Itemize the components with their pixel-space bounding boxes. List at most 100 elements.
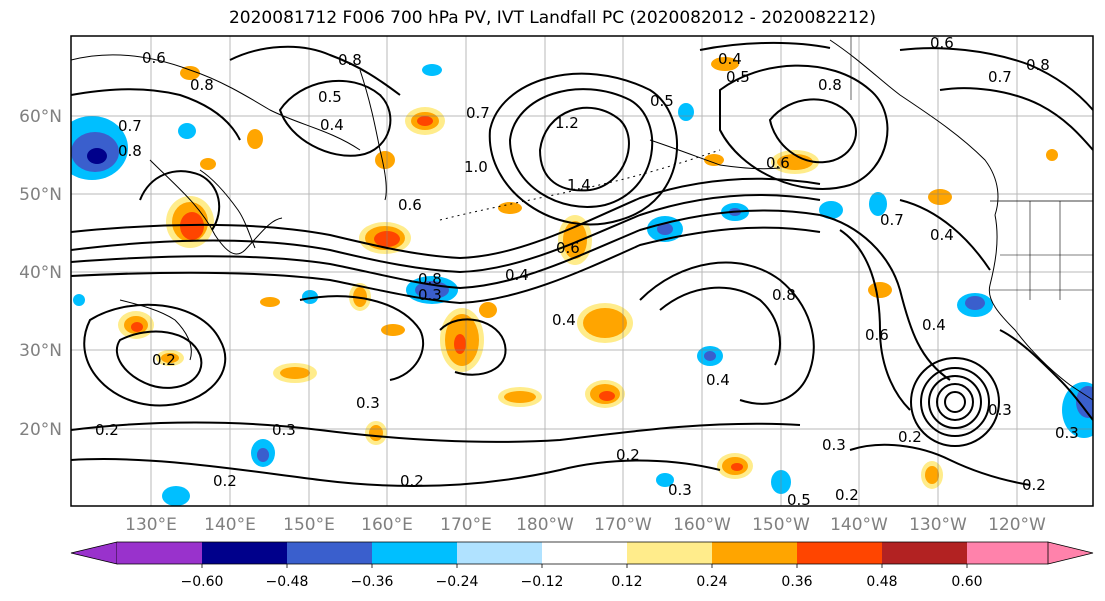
contour-label: 0.3: [356, 394, 380, 412]
contour-label: 0.6: [865, 326, 889, 344]
contour-label: 0.2: [616, 446, 640, 464]
shading-layer: [71, 57, 1093, 506]
lon-label: 140°W: [830, 515, 888, 535]
colorbar-tick-label: 0.12: [611, 574, 642, 590]
negative-anomaly-blob: [647, 216, 683, 242]
negative-anomaly-blob: [697, 346, 723, 366]
lon-label: 120°W: [988, 515, 1046, 535]
contour-label: 0.8: [1026, 56, 1050, 74]
contour-label: 0.4: [718, 50, 742, 68]
contour-label: 0.4: [930, 226, 954, 244]
lat-label: 40°N: [19, 263, 62, 283]
contour-label: 0.4: [706, 371, 730, 389]
contour-label: 0.8: [418, 270, 442, 288]
negative-anomaly-blob: [251, 439, 275, 467]
contour-label: 0.8: [818, 76, 842, 94]
colorbar-segment: [882, 542, 967, 564]
lat-label: 60°N: [19, 107, 62, 127]
contour-label: 1.0: [464, 158, 488, 176]
contour-label: 0.2: [95, 421, 119, 439]
map-title: 2020081712 F006 700 hPa PV, IVT Landfall…: [228, 8, 876, 28]
contour-label: 0.5: [650, 92, 674, 110]
lat-label: 30°N: [19, 341, 62, 361]
contour-label: 0.2: [213, 472, 237, 490]
negative-anomaly-blob: [1062, 382, 1093, 438]
colorbar-tick-label: −0.36: [351, 574, 394, 590]
coastlines: [71, 36, 1093, 401]
colorbar-segment: [202, 542, 287, 564]
contour-label: 0.5: [726, 68, 750, 86]
positive-anomaly-blob: [440, 308, 484, 372]
map-plot-area: 0.6 0.8 0.8 0.7 0.8 0.5 0.4 0.7 1.2 1.0 …: [71, 34, 1093, 509]
contour-label: 0.2: [1022, 476, 1046, 494]
lon-label: 150°E: [283, 515, 335, 535]
lon-label: 130°W: [909, 515, 967, 535]
contour-labels: 0.6 0.8 0.8 0.7 0.8 0.5 0.4 0.7 1.2 1.0 …: [95, 34, 1079, 509]
negative-anomaly-blob: [71, 116, 128, 180]
contour-label: 0.2: [152, 351, 176, 369]
colorbar-tick-label: −0.24: [436, 574, 479, 590]
colorbar-segment: [542, 542, 627, 564]
positive-anomaly-blob: [585, 380, 625, 408]
positive-anomaly-blob: [359, 222, 411, 254]
longitude-labels: 130°E 140°E 150°E 160°E 170°E 180°W 170°…: [125, 515, 1046, 535]
contour-label: 1.2: [555, 114, 579, 132]
colorbar-extend-right: [1047, 541, 1094, 565]
contour-label: 0.7: [466, 104, 490, 122]
contour-label: 0.8: [118, 142, 142, 160]
contour-label: 0.4: [552, 311, 576, 329]
contour-label: 0.5: [318, 88, 342, 106]
contour-label: 0.3: [418, 286, 442, 304]
pv-contours: [71, 41, 1093, 487]
colorbar-extend-left: [70, 541, 118, 565]
lon-label: 180°W: [516, 515, 574, 535]
contour-label: 0.3: [272, 421, 296, 439]
map-frame: [70, 35, 1094, 507]
lon-label: 140°E: [204, 515, 256, 535]
contour-label: 0.7: [880, 211, 904, 229]
positive-anomaly-blob: [166, 196, 214, 248]
contour-label: 0.3: [988, 401, 1012, 419]
lat-label: 50°N: [19, 185, 62, 205]
contour-label: 0.2: [835, 486, 859, 504]
colorbar-tick-label: −0.60: [181, 574, 224, 590]
colorbar-segment: [457, 542, 542, 564]
colorbar-segment: [372, 542, 457, 564]
colorbar-segment: [967, 542, 1048, 564]
colorbar-tick-label: 0.24: [696, 574, 727, 590]
contour-label: 0.7: [988, 68, 1012, 86]
latitude-labels: 60°N 50°N 40°N 30°N 20°N: [19, 107, 62, 440]
colorbar-segment: [627, 542, 712, 564]
positive-anomaly-blob: [577, 303, 633, 343]
contour-label: 0.3: [1055, 424, 1079, 442]
lon-label: 130°E: [125, 515, 177, 535]
contour-label: 0.4: [922, 316, 946, 334]
lon-label: 160°E: [361, 515, 413, 535]
colorbar-tick-label: 0.48: [866, 574, 897, 590]
contour-label: 0.8: [190, 76, 214, 94]
contour-label: 0.2: [400, 472, 424, 490]
colorbar-tick-label: −0.48: [266, 574, 309, 590]
contour-label: 0.2: [898, 428, 922, 446]
contour-label: 0.4: [320, 116, 344, 134]
graticule: [71, 36, 1093, 506]
contour-label: 0.8: [338, 51, 362, 69]
lat-label: 20°N: [19, 420, 62, 440]
colorbar-segment: [117, 542, 202, 564]
colorbar-segment: [797, 542, 882, 564]
contour-label: 0.6: [142, 49, 166, 67]
contour-label: 0.5: [787, 491, 811, 509]
contour-label: 0.8: [772, 286, 796, 304]
contour-label: 0.3: [668, 481, 692, 499]
colorbar-tick-label: −0.12: [521, 574, 564, 590]
positive-anomaly-blob: [717, 150, 819, 479]
contour-label: 0.6: [930, 34, 954, 52]
contour-label: 0.3: [822, 436, 846, 454]
negative-anomaly-blob: [957, 293, 993, 317]
lon-label: 170°W: [594, 515, 652, 535]
positive-anomaly-blob: [558, 215, 592, 265]
contour-label: 0.6: [398, 196, 422, 214]
contour-label: 0.6: [556, 239, 580, 257]
lon-label: 150°W: [752, 515, 810, 535]
